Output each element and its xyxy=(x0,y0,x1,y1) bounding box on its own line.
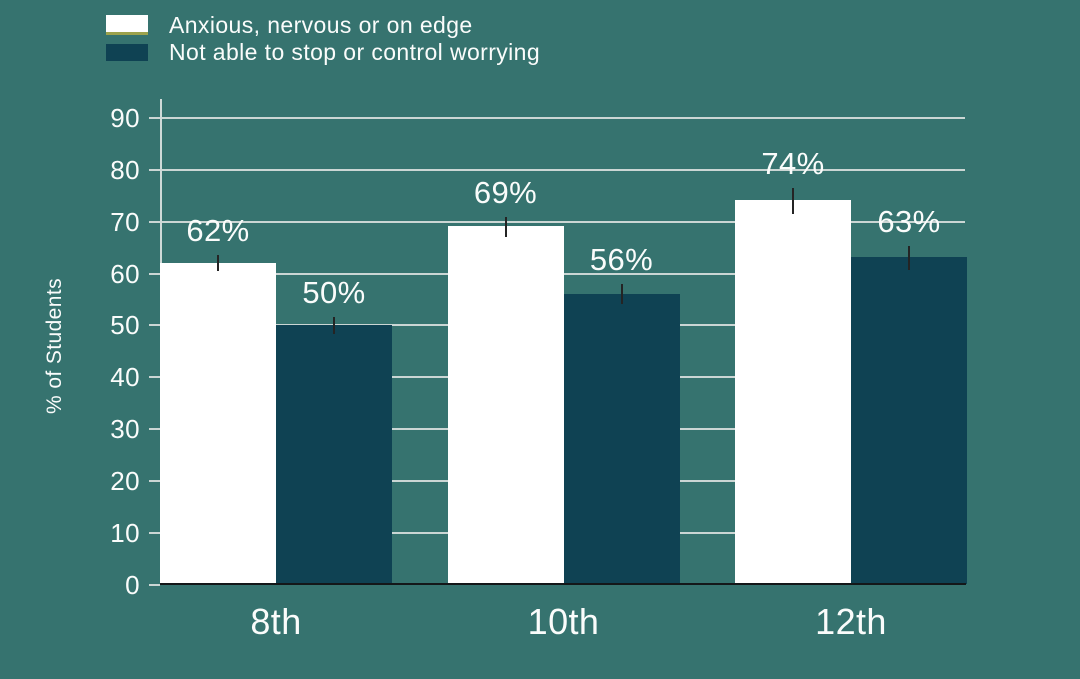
bar-10th-anxious xyxy=(447,226,564,584)
y-tick-30 xyxy=(149,428,160,430)
gridline-70 xyxy=(160,220,965,223)
y-tick-label-30: 30 xyxy=(110,414,140,444)
x-category-label-10th: 10th xyxy=(527,601,600,642)
y-tick-label-40: 40 xyxy=(110,362,140,393)
y-tick-40 xyxy=(149,376,160,379)
legend-item-anxious: Anxious, nervous or on edge xyxy=(106,11,540,38)
legend-item-worrying: Not able to stop or control worrying xyxy=(106,38,541,65)
y-tick-label-50: 50 xyxy=(110,310,140,341)
y-tick-label-90: 90 xyxy=(110,103,140,134)
error-bar-12th-0 xyxy=(792,188,794,214)
legend-swatch-worrying xyxy=(106,43,148,61)
y-tick-label-70: 70 xyxy=(110,206,140,237)
y-tick-label-0: 0 xyxy=(125,569,140,600)
bar-12th-worrying xyxy=(851,257,967,584)
error-bar-12th-1 xyxy=(908,246,910,270)
bar-value-label-10th-0: 69% xyxy=(473,175,538,211)
bar-value-label-8th-0: 62% xyxy=(186,212,250,248)
bar-12th-anxious xyxy=(735,200,851,584)
x-axis-baseline xyxy=(160,583,966,585)
y-axis-title: % of Students xyxy=(43,278,66,414)
bar-value-label-8th-1: 50% xyxy=(302,274,366,310)
x-category-label-8th: 8th xyxy=(250,601,302,642)
y-tick-label-10: 10 xyxy=(110,517,140,548)
bar-value-label-10th-1: 56% xyxy=(589,242,654,278)
legend-label-worrying: Not able to stop or control worrying xyxy=(169,38,541,65)
y-tick-20 xyxy=(149,479,160,482)
y-tick-label-20: 20 xyxy=(110,465,140,496)
legend-swatch-anxious xyxy=(106,15,148,35)
y-tick-90 xyxy=(149,117,160,120)
legend: Anxious, nervous or on edge Not able to … xyxy=(106,11,541,65)
plot-area: 0 10 20 30 40 50 60 70 80 90 62% 50% 8th 69% 56% 10th 74… xyxy=(110,99,967,640)
bar-8th-worrying xyxy=(276,324,392,584)
error-bar-8th-1 xyxy=(333,316,335,335)
bar-value-label-12th-1: 63% xyxy=(877,204,941,240)
y-tick-80 xyxy=(149,168,160,171)
bar-8th-anxious xyxy=(160,262,276,584)
y-tick-60 xyxy=(149,272,160,275)
y-tick-10 xyxy=(149,531,160,534)
bar-value-label-12th-0: 74% xyxy=(761,146,825,181)
error-bar-10th-1 xyxy=(620,284,623,305)
y-tick-70 xyxy=(149,220,160,223)
bar-10th-worrying xyxy=(563,293,680,584)
y-tick-label-80: 80 xyxy=(110,154,140,185)
y-tick-label-60: 60 xyxy=(110,258,140,289)
x-category-label-12th: 12th xyxy=(815,601,887,642)
error-bar-10th-0 xyxy=(504,217,507,237)
error-bar-8th-0 xyxy=(217,254,219,272)
y-tick-0 xyxy=(149,583,160,586)
gridline-80 xyxy=(160,168,965,171)
y-tick-50 xyxy=(149,324,160,327)
gridline-90 xyxy=(160,117,965,120)
legend-label-anxious: Anxious, nervous or on edge xyxy=(169,11,473,38)
